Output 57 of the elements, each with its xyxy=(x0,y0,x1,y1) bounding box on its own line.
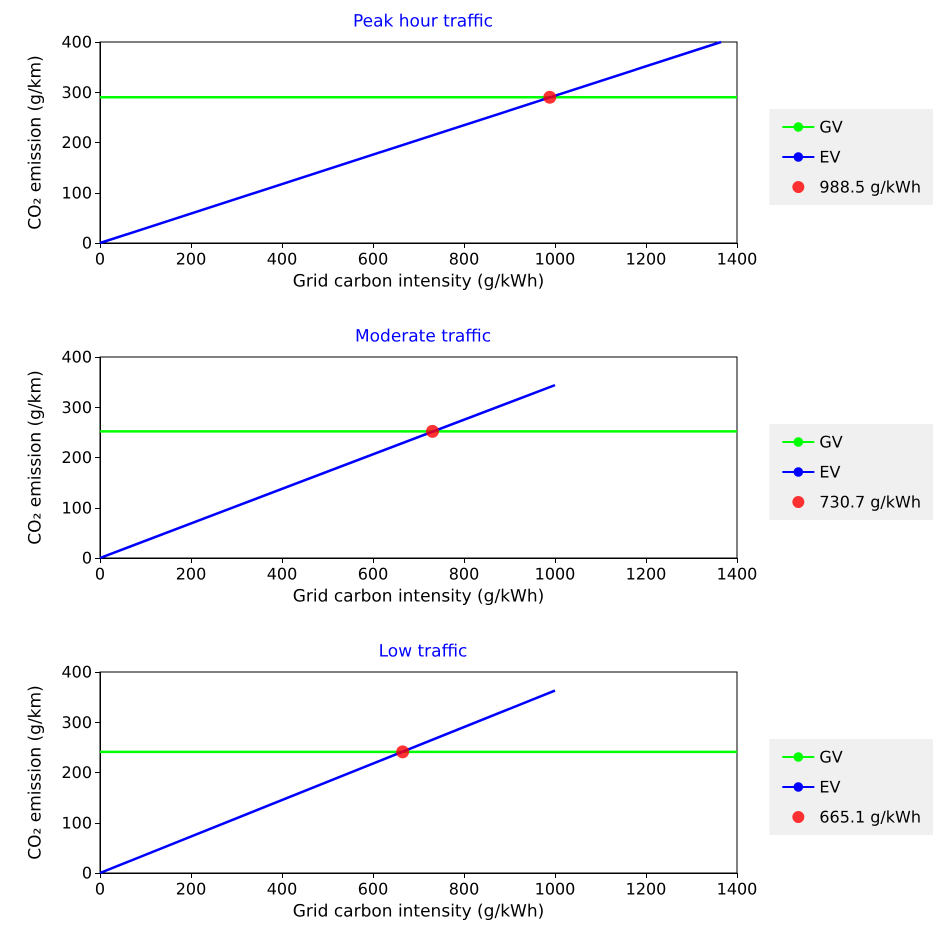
x-tick-label: 600 xyxy=(358,564,388,584)
y-axis-title: CO₂ emission (g/km) xyxy=(26,55,46,230)
chart-title: Moderate traffic xyxy=(354,326,492,346)
y-tick-label: 100 xyxy=(61,183,92,202)
y-tick-label: 200 xyxy=(61,133,92,152)
x-tick-label: 1400 xyxy=(716,880,758,898)
legend-label: EV xyxy=(819,462,840,482)
y-tick-label: 0 xyxy=(82,864,92,882)
x-tick-label: 1000 xyxy=(534,250,576,268)
chart-title: Peak hour traffic xyxy=(353,12,493,32)
y-tick-label: 200 xyxy=(61,448,92,467)
legend-label: GV xyxy=(819,118,843,136)
x-tick-label: 400 xyxy=(266,250,298,268)
y-tick-label: 300 xyxy=(61,398,92,417)
legend-label: 665.1 g/kWh xyxy=(819,808,922,826)
x-tick-label: 200 xyxy=(176,880,206,898)
x-tick-label: 1200 xyxy=(626,564,666,584)
x-tick-label: 1000 xyxy=(534,564,576,584)
x-tick-label: 1200 xyxy=(626,250,666,268)
x-tick-label: 600 xyxy=(358,250,388,268)
x-tick-label: 800 xyxy=(448,564,480,584)
x-tick-label: 0 xyxy=(94,564,106,584)
x-tick-label: 800 xyxy=(448,250,480,268)
x-axis-title: Grid carbon intensity (g/kWh) xyxy=(292,586,544,606)
x-tick-label: 1400 xyxy=(716,250,758,268)
y-axis-title: CO₂ emission (g/km) xyxy=(26,685,46,860)
x-tick-label: 600 xyxy=(358,880,388,898)
legend-label: GV xyxy=(819,432,843,452)
y-axis-title: CO₂ emission (g/km) xyxy=(26,370,46,545)
x-tick-label: 400 xyxy=(266,564,298,584)
y-tick-label: 0 xyxy=(82,234,92,252)
x-tick-label: 1400 xyxy=(716,564,758,584)
x-tick-label: 1200 xyxy=(626,880,666,898)
legend-label: EV xyxy=(819,148,840,166)
y-tick-label: 400 xyxy=(61,348,92,366)
x-tick-label: 1000 xyxy=(534,880,576,898)
legend-label: 988.5 g/kWh xyxy=(819,178,922,196)
x-tick-label: 800 xyxy=(448,880,480,898)
chart-title: Low traffic xyxy=(378,642,468,662)
x-tick-label: 400 xyxy=(266,880,298,898)
y-tick-label: 400 xyxy=(61,32,92,52)
y-tick-label: 100 xyxy=(61,498,92,518)
y-tick-label: 300 xyxy=(61,712,92,732)
y-tick-label: 200 xyxy=(61,763,92,782)
x-axis-title: Grid carbon intensity (g/kWh) xyxy=(292,272,544,292)
legend-label: GV xyxy=(819,748,843,766)
y-tick-label: 0 xyxy=(82,548,92,568)
y-tick-label: 300 xyxy=(61,82,92,102)
x-axis-title: Grid carbon intensity (g/kWh) xyxy=(292,902,544,922)
x-tick-label: 200 xyxy=(176,250,206,268)
legend-label: EV xyxy=(819,778,840,796)
x-tick-label: 200 xyxy=(176,564,206,584)
y-tick-label: 100 xyxy=(61,813,92,832)
x-tick-label: 0 xyxy=(94,880,106,898)
legend-label: 730.7 g/kWh xyxy=(819,492,922,512)
x-tick-label: 0 xyxy=(94,250,106,268)
y-tick-label: 400 xyxy=(61,662,92,682)
